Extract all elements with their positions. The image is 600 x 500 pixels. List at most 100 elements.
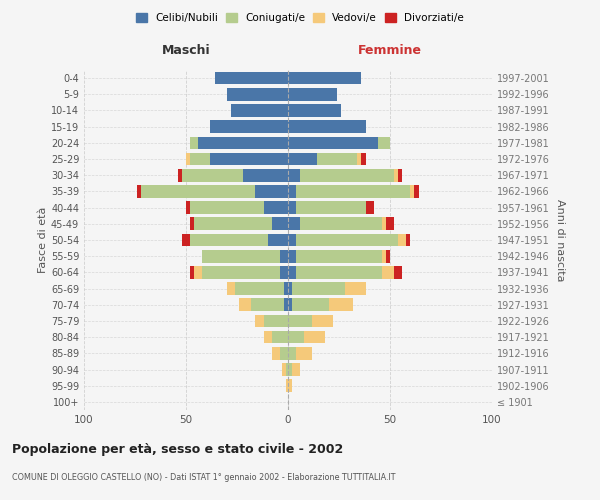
Bar bbox=[361, 152, 365, 166]
Bar bbox=[386, 250, 390, 262]
Bar bbox=[288, 152, 317, 166]
Bar bbox=[288, 202, 296, 214]
Bar bbox=[288, 250, 296, 262]
Bar bbox=[415, 185, 419, 198]
Bar bbox=[288, 72, 361, 85]
Bar bbox=[394, 266, 402, 278]
Bar bbox=[288, 88, 337, 101]
Bar bbox=[288, 104, 341, 117]
Bar bbox=[382, 218, 386, 230]
Bar bbox=[198, 136, 288, 149]
Bar bbox=[296, 185, 410, 198]
Bar bbox=[186, 202, 190, 214]
Bar bbox=[288, 169, 300, 181]
Bar bbox=[194, 218, 272, 230]
Bar bbox=[211, 152, 288, 166]
Legend: Celibi/Nubili, Coniugati/e, Vedovi/e, Divorziati/e: Celibi/Nubili, Coniugati/e, Vedovi/e, Di… bbox=[133, 10, 467, 26]
Bar bbox=[288, 266, 296, 278]
Bar bbox=[251, 298, 284, 311]
Bar bbox=[280, 266, 288, 278]
Bar bbox=[190, 152, 211, 166]
Bar bbox=[398, 169, 402, 181]
Bar bbox=[239, 298, 251, 311]
Bar bbox=[227, 282, 235, 295]
Bar bbox=[235, 282, 284, 295]
Bar bbox=[286, 363, 288, 376]
Bar bbox=[268, 234, 288, 246]
Bar bbox=[190, 218, 194, 230]
Bar bbox=[382, 250, 386, 262]
Bar bbox=[304, 331, 325, 344]
Bar bbox=[202, 266, 280, 278]
Bar bbox=[378, 136, 390, 149]
Bar bbox=[282, 363, 286, 376]
Bar bbox=[300, 169, 394, 181]
Bar bbox=[263, 202, 288, 214]
Bar bbox=[194, 266, 202, 278]
Bar bbox=[296, 250, 382, 262]
Bar bbox=[272, 218, 288, 230]
Bar bbox=[288, 331, 304, 344]
Bar bbox=[288, 185, 296, 198]
Bar bbox=[398, 234, 406, 246]
Bar bbox=[178, 169, 182, 181]
Bar bbox=[292, 363, 300, 376]
Bar bbox=[243, 169, 288, 181]
Bar bbox=[256, 314, 263, 328]
Bar bbox=[358, 152, 361, 166]
Bar bbox=[286, 380, 288, 392]
Bar bbox=[202, 250, 280, 262]
Bar bbox=[141, 185, 256, 198]
Bar bbox=[292, 282, 345, 295]
Bar bbox=[394, 169, 398, 181]
Bar bbox=[329, 298, 353, 311]
Bar bbox=[386, 218, 394, 230]
Bar bbox=[190, 202, 263, 214]
Y-axis label: Fasce di età: Fasce di età bbox=[38, 207, 48, 273]
Bar bbox=[345, 282, 365, 295]
Bar bbox=[263, 331, 272, 344]
Text: Maschi: Maschi bbox=[161, 44, 211, 57]
Bar bbox=[313, 314, 333, 328]
Bar bbox=[406, 234, 410, 246]
Bar bbox=[190, 234, 268, 246]
Bar bbox=[263, 314, 288, 328]
Bar bbox=[410, 185, 415, 198]
Bar bbox=[296, 266, 382, 278]
Bar bbox=[300, 218, 382, 230]
Bar bbox=[284, 282, 288, 295]
Bar bbox=[288, 298, 292, 311]
Bar bbox=[182, 234, 190, 246]
Bar bbox=[317, 152, 358, 166]
Bar bbox=[365, 202, 374, 214]
Text: COMUNE DI OLEGGIO CASTELLO (NO) - Dati ISTAT 1° gennaio 2002 - Elaborazione TUTT: COMUNE DI OLEGGIO CASTELLO (NO) - Dati I… bbox=[12, 472, 395, 482]
Bar bbox=[288, 314, 313, 328]
Bar bbox=[288, 234, 296, 246]
Bar bbox=[382, 266, 394, 278]
Bar bbox=[256, 185, 288, 198]
Bar bbox=[272, 331, 288, 344]
Bar bbox=[190, 266, 194, 278]
Bar bbox=[211, 120, 288, 133]
Bar bbox=[288, 363, 292, 376]
Text: Popolazione per età, sesso e stato civile - 2002: Popolazione per età, sesso e stato civil… bbox=[12, 442, 343, 456]
Bar bbox=[288, 136, 378, 149]
Text: Femmine: Femmine bbox=[358, 44, 422, 57]
Bar bbox=[288, 347, 296, 360]
Bar bbox=[280, 347, 288, 360]
Bar bbox=[296, 202, 365, 214]
Bar bbox=[280, 250, 288, 262]
Bar bbox=[288, 218, 300, 230]
Bar bbox=[288, 120, 365, 133]
Bar bbox=[296, 234, 398, 246]
Bar bbox=[215, 72, 288, 85]
Bar bbox=[186, 152, 190, 166]
Bar bbox=[288, 282, 292, 295]
Bar bbox=[231, 104, 288, 117]
Bar bbox=[296, 347, 313, 360]
Bar bbox=[182, 169, 243, 181]
Y-axis label: Anni di nascita: Anni di nascita bbox=[555, 198, 565, 281]
Bar bbox=[272, 347, 280, 360]
Bar bbox=[292, 298, 329, 311]
Bar bbox=[227, 88, 288, 101]
